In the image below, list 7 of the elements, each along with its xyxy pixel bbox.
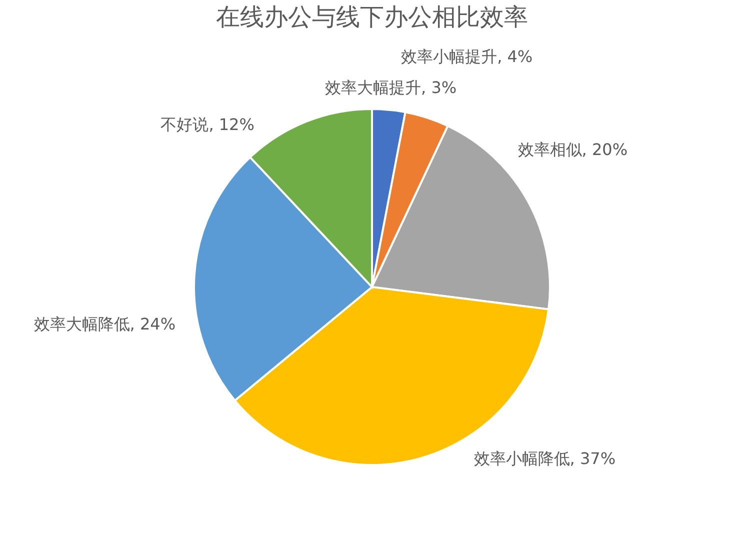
slice-label: 效率相似, 20% (518, 140, 628, 160)
slice-label: 效率小幅降低, 37% (474, 449, 616, 468)
slice-label: 不好说, 12% (160, 115, 254, 134)
chart-title: 在线办公与线下办公相比效率 (216, 3, 528, 31)
slice-label: 效率小幅提升, 4% (401, 46, 533, 66)
slice-label: 效率大幅降低, 24% (34, 314, 176, 334)
slice-label: 效率大幅提升, 3% (325, 78, 457, 97)
